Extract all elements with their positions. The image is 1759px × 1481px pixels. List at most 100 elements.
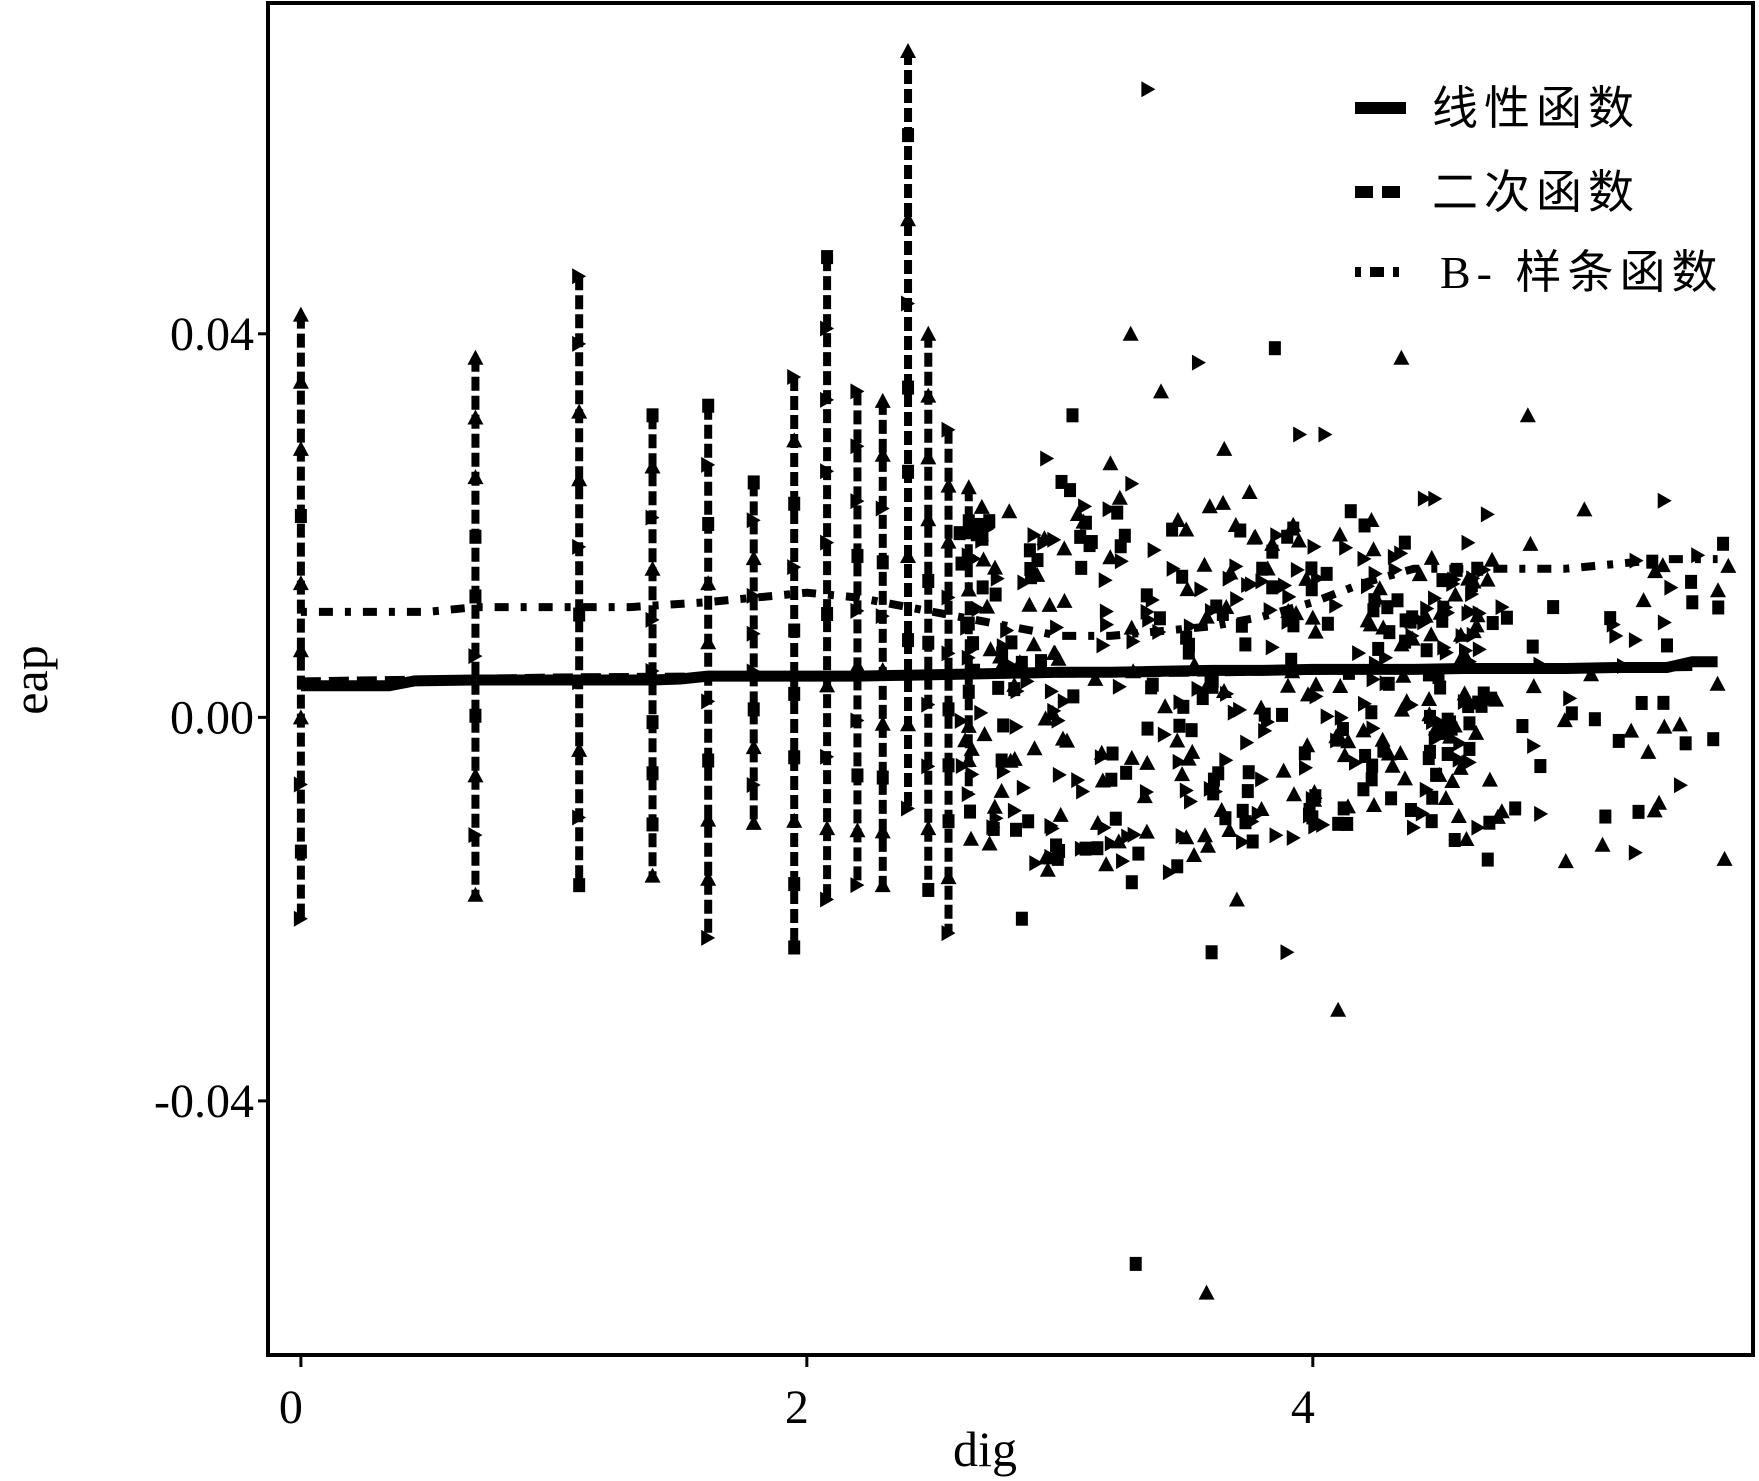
scatter-point: [1623, 722, 1640, 738]
scatter-point: [1256, 561, 1269, 576]
scatter-point: [1196, 556, 1213, 572]
scatter-point: [901, 295, 916, 312]
scatter-point: [964, 804, 977, 819]
scatter-point: [644, 458, 661, 474]
scatter-point: [961, 649, 976, 666]
scatter-point: [788, 750, 801, 765]
scatter-point: [1220, 685, 1235, 702]
scatter-point: [1417, 490, 1432, 507]
scatter-point: [1685, 574, 1698, 589]
scatter-point: [1415, 805, 1430, 822]
scatter-point: [921, 758, 936, 775]
scatter-point: [993, 782, 1010, 798]
scatter-point: [1052, 766, 1067, 783]
scatter-point: [954, 712, 969, 729]
scatter-point: [876, 555, 889, 570]
scatter-point: [1657, 614, 1672, 631]
scatter-point: [1455, 628, 1470, 645]
scatter-point: [1104, 835, 1119, 852]
scatter-point: [1182, 645, 1195, 660]
scatter-point: [1059, 732, 1076, 748]
scatter-point: [1057, 693, 1072, 710]
scatter-point: [1437, 639, 1452, 656]
scatter-point: [975, 532, 990, 549]
scatter-point: [1180, 630, 1193, 645]
scatter-point: [820, 534, 835, 551]
scatter-point: [995, 753, 1008, 768]
scatter-point: [469, 529, 482, 544]
scatter-point: [1366, 758, 1379, 773]
scatter-point: [1116, 853, 1131, 870]
scatter-point: [701, 929, 716, 946]
scatter-point: [820, 748, 835, 765]
scatter-point: [1044, 704, 1061, 720]
scatter-point: [941, 645, 956, 662]
scatter-point: [1246, 834, 1259, 849]
scatter-point: [1628, 632, 1643, 649]
scatter-point: [1153, 611, 1166, 626]
scatter-point: [1066, 408, 1079, 423]
scatter-point: [1352, 645, 1367, 662]
scatter-point: [974, 704, 989, 721]
scatter-point: [1332, 678, 1349, 694]
scatter-point: [1320, 566, 1333, 581]
scatter-point: [1428, 590, 1443, 607]
scatter-point: [1265, 639, 1280, 656]
scatter-point: [1336, 722, 1349, 737]
series-line-1: [300, 662, 1693, 687]
x-tick-label: 2: [785, 1381, 809, 1434]
scatter-point: [1179, 782, 1194, 799]
scatter-point: [1172, 753, 1187, 770]
scatter-point: [702, 753, 715, 768]
scatter-point: [745, 814, 762, 830]
legend: 线性函数 二次函数 B- 样条函数: [1355, 83, 1718, 298]
scatter-point: [1365, 705, 1378, 720]
scatter-point: [1037, 710, 1054, 726]
scatter-point: [1305, 561, 1318, 576]
scatter-point: [976, 726, 993, 742]
scatter-point: [940, 869, 957, 885]
scatter-point: [468, 648, 483, 665]
scatter-point: [1392, 745, 1409, 761]
scatter-point: [1366, 671, 1381, 688]
scatter-point: [573, 878, 586, 893]
scatter-point: [1444, 773, 1461, 789]
scatter-point: [1486, 616, 1499, 631]
scatter-point: [1007, 802, 1022, 819]
scatter-point: [1422, 751, 1435, 766]
scatter-point: [850, 602, 865, 619]
scatter-point: [820, 463, 835, 480]
scatter-point: [1307, 623, 1324, 639]
scatter-point: [1112, 678, 1127, 695]
scatter-point: [1029, 855, 1044, 872]
scatter-point: [1384, 757, 1401, 773]
scatter-point: [992, 680, 1005, 695]
scatter-point: [900, 42, 917, 58]
scatter-point: [468, 827, 483, 844]
scatter-point: [1036, 530, 1053, 546]
scatter-point: [1488, 691, 1505, 707]
scatter-point: [1426, 790, 1439, 805]
scatter-point: [1157, 698, 1174, 714]
scatter-point: [572, 268, 587, 285]
scatter-point: [294, 508, 307, 523]
scatter-point: [572, 809, 587, 826]
scatter-point: [960, 619, 975, 636]
scatter-point: [1280, 944, 1295, 961]
scatter-point: [1320, 708, 1335, 725]
scatter-point: [1375, 619, 1392, 635]
scatter-point: [1015, 655, 1028, 670]
scatter-point: [1094, 772, 1111, 788]
scatter-point: [1005, 635, 1018, 650]
scatter-point: [1565, 706, 1578, 721]
scatter-point: [957, 732, 974, 748]
scatter-point: [701, 456, 716, 473]
scatter-point: [1556, 712, 1573, 728]
scatter-point: [292, 373, 309, 389]
scatter-point: [976, 580, 989, 595]
scatter-point: [1428, 490, 1443, 507]
scatter-point: [1001, 503, 1018, 519]
scatter-point: [1437, 790, 1454, 806]
scatter-point: [1717, 536, 1730, 551]
scatter-point: [850, 712, 865, 729]
